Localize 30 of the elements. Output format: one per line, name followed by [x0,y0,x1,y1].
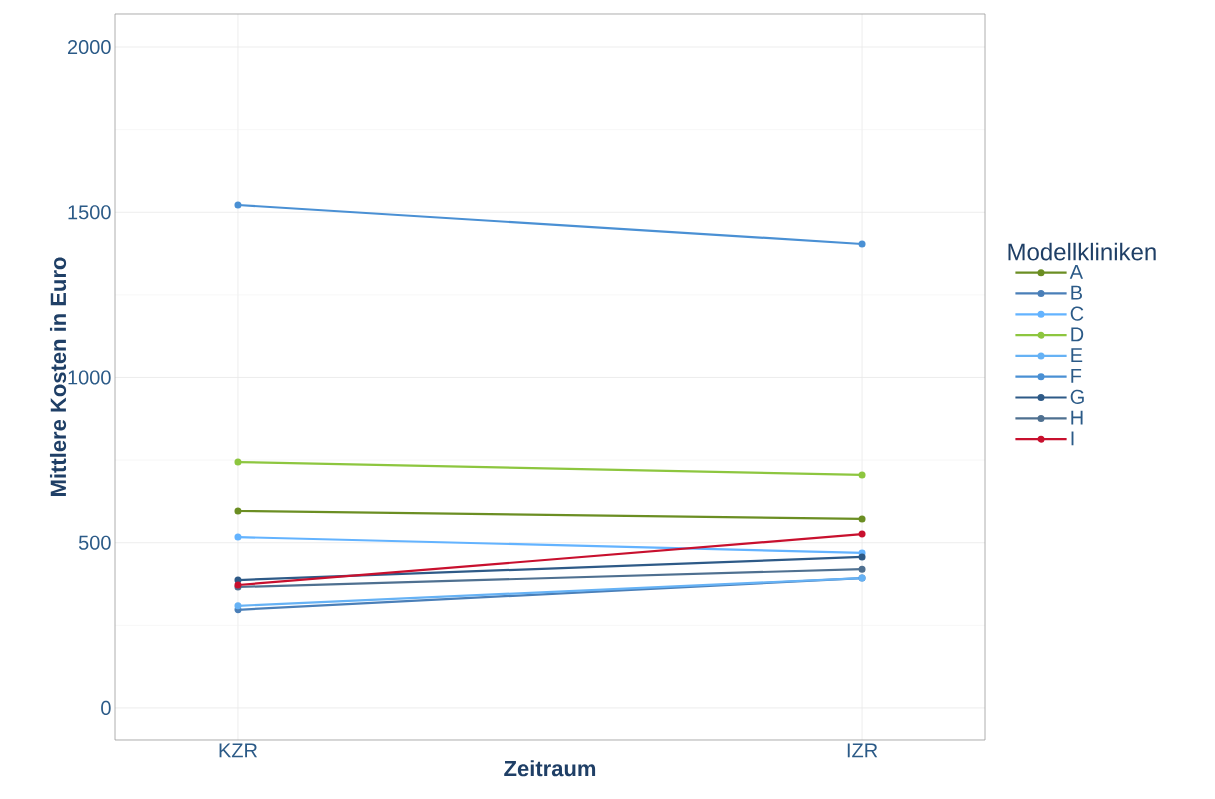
y-tick-label: 0 [101,700,111,715]
point [234,602,242,610]
y-tick-label: 2000 [67,39,111,55]
point [858,530,866,538]
legend-label: E [1071,348,1083,363]
legend-label: A [1069,265,1084,279]
legend-label: I [1071,431,1074,446]
x-axis-title: Zeitraum [504,760,596,777]
y-tick-label: 1500 [68,205,111,220]
point [858,553,866,561]
point [858,515,866,523]
point [858,471,866,479]
legend-label: F [1071,369,1082,383]
point [234,507,242,515]
legend-label: B [1071,285,1082,300]
legend-label: D [1071,327,1084,342]
point [858,240,866,248]
y-tick-label: 1000 [68,370,111,385]
point [858,565,866,573]
point [234,533,242,541]
y-axis-title: Mittlere Kosten in Euro [49,257,67,496]
legend-title: Modellkliniken [1008,242,1156,261]
legend-label: H [1071,410,1083,425]
y-tick-label: 500 [78,535,111,550]
point [234,458,242,466]
x-tick-label: KZR [219,743,258,758]
point [234,201,242,209]
x-tick-label: IZR [847,743,878,758]
legend-label: G [1070,389,1084,404]
legend-label: C [1070,306,1084,321]
